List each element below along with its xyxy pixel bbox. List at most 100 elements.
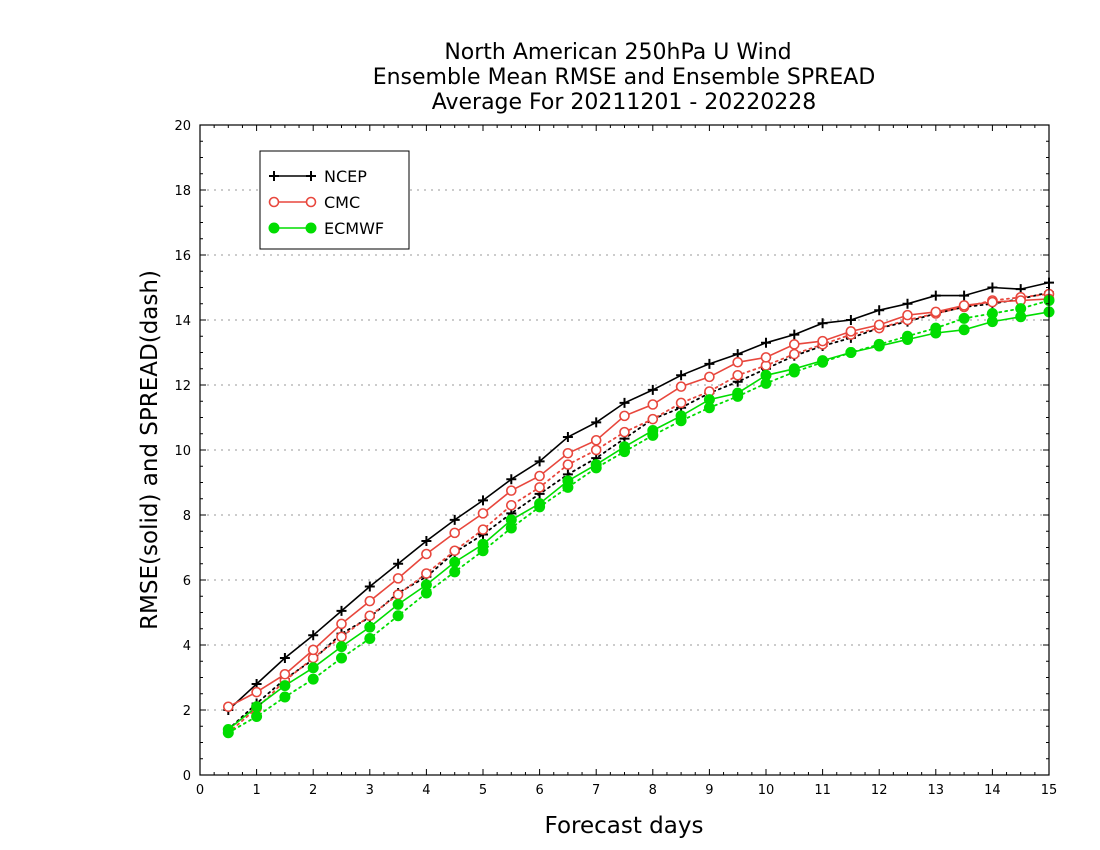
legend-marker-end-ecmwf [305, 222, 317, 234]
rmse-point-ncep [619, 397, 630, 408]
spread-point-cmc [788, 348, 800, 360]
rmse-point-cmc [704, 371, 715, 383]
rmse-point-cmc [987, 296, 998, 308]
legend-item-cmc: CMC [268, 193, 360, 212]
rmse-point-ncep [562, 432, 573, 442]
rmse-point-ncep [874, 305, 885, 316]
y-tick-label: 6 [183, 574, 191, 589]
x-tick-label: 4 [422, 783, 430, 798]
spread-point-ecmwf [364, 633, 376, 644]
spread-point-cmc [732, 369, 744, 381]
rmse-point-cmc [619, 410, 630, 422]
rmse-point-ecmwf [534, 498, 546, 510]
legend-marker-start-cmc [268, 196, 280, 208]
rmse-point-cmc [562, 447, 574, 459]
rmse-point-cmc [732, 356, 744, 368]
title-line-1: North American 250hPa U Wind [444, 40, 791, 65]
x-tick-label: 11 [814, 783, 831, 798]
x-tick-label: 7 [592, 783, 600, 798]
legend-marker-start-ncep [269, 171, 279, 181]
x-tick-label: 9 [705, 783, 713, 798]
spread-point-cmc [392, 589, 404, 600]
x-tick-label: 3 [366, 783, 374, 798]
x-tick-label: 0 [196, 783, 204, 798]
rmse-point-ncep [704, 358, 715, 369]
rmse-point-ecmwf [251, 701, 263, 713]
x-tick-label: 2 [309, 783, 317, 798]
spread-point-cmc [562, 459, 574, 470]
rmse-point-ncep [421, 536, 432, 546]
rmse-point-cmc [477, 508, 489, 519]
rmse-point-cmc [675, 381, 687, 392]
rmse-point-ecmwf [788, 363, 800, 375]
x-tick-label: 12 [871, 783, 888, 798]
spread-point-cmc [619, 426, 630, 438]
rmse-point-ecmwf [732, 387, 744, 399]
rmse-point-ncep [647, 384, 658, 395]
rmse-point-ecmwf [505, 514, 517, 526]
rmse-point-cmc [421, 548, 432, 560]
rmse-point-ncep [393, 558, 404, 569]
spread-point-cmc [364, 610, 376, 622]
rmse-point-cmc [392, 573, 404, 584]
rmse-point-ecmwf [420, 579, 432, 591]
rmse-point-cmc [845, 326, 857, 337]
rmse-point-ecmwf [364, 621, 376, 633]
rmse-point-ecmwf [336, 641, 347, 653]
rmse-point-cmc [307, 644, 319, 656]
spread-point-cmc [647, 413, 659, 425]
rmse-point-cmc [817, 335, 828, 347]
rmse-point-ncep [987, 282, 998, 293]
x-tick-label: 10 [758, 783, 775, 798]
y-tick-label: 12 [174, 379, 191, 394]
rmse-point-ncep [959, 290, 970, 301]
spread-point-cmc [534, 482, 545, 493]
rmse-point-cmc [647, 399, 659, 410]
rmse-point-cmc [336, 618, 347, 630]
rmse-point-ncep [478, 495, 488, 506]
rmse-point-cmc [534, 470, 545, 482]
title-line-2: Ensemble Mean RMSE and Ensemble SPREAD [373, 65, 876, 90]
x-tick-label: 8 [649, 783, 657, 798]
rmse-point-cmc [364, 595, 376, 607]
y-tick-label: 0 [183, 769, 191, 784]
rmse-point-ecmwf [392, 598, 404, 610]
title-line-3: Average For 20211201 - 20220228 [432, 90, 817, 115]
rmse-point-ncep [676, 370, 687, 381]
rmse-point-ecmwf [619, 441, 630, 453]
rmse-point-ecmwf [817, 355, 829, 367]
spread-point-ecmwf [392, 610, 404, 622]
rmse-point-ncep [534, 456, 545, 467]
rmse-point-ecmwf [307, 662, 319, 674]
spread-point-cmc [421, 568, 432, 579]
spread-point-cmc [675, 397, 687, 409]
rmse-point-cmc [760, 352, 772, 363]
rmse-point-ecmwf [930, 327, 942, 339]
spread-point-ecmwf [958, 312, 970, 324]
rmse-point-cmc [279, 668, 291, 680]
rmse-point-cmc [958, 300, 970, 311]
rmse-point-ecmwf [958, 324, 970, 336]
x-tick-label: 6 [535, 783, 543, 798]
rmse-line-ncep [227, 281, 1050, 711]
rmse-point-ncep [308, 630, 319, 641]
rmse-point-ecmwf [873, 340, 885, 352]
rmse-point-cmc [930, 306, 942, 318]
spread-point-cmc [505, 499, 517, 511]
y-tick-label: 4 [183, 639, 191, 654]
spread-point-cmc [477, 524, 489, 535]
rmse-point-ncep [591, 417, 602, 428]
y-tick-label: 14 [174, 314, 191, 329]
rmse-point-ecmwf [845, 347, 857, 358]
x-tick-label: 14 [984, 783, 1001, 798]
spread-point-ecmwf [279, 691, 291, 703]
spread-point-ecmwf [251, 711, 263, 722]
x-tick-label: 15 [1041, 783, 1058, 798]
rmse-point-ncep [761, 337, 771, 348]
spread-point-cmc [449, 545, 461, 557]
rmse-point-cmc [788, 339, 800, 350]
rmse-point-ncep [845, 315, 856, 325]
rmse-point-ecmwf [1015, 311, 1027, 323]
